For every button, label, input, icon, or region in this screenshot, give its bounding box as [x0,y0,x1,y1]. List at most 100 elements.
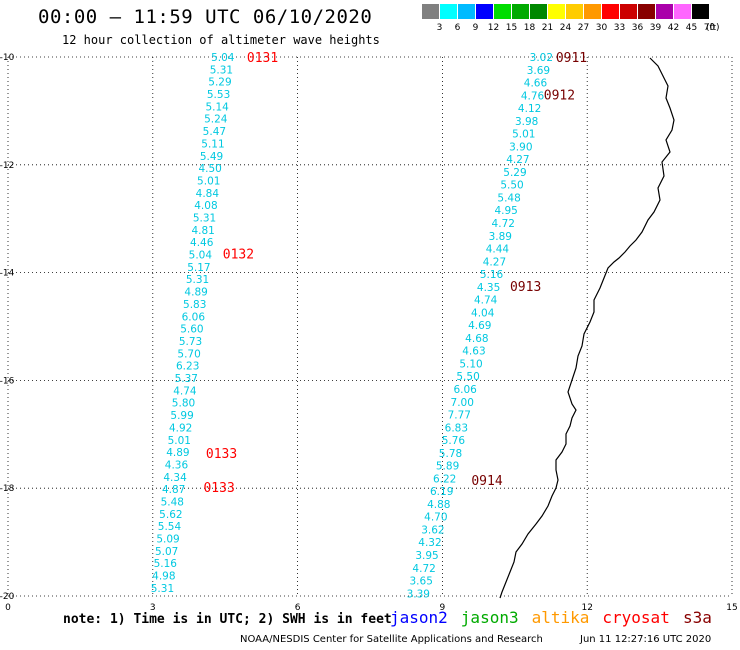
legend-swatch [512,4,529,19]
wave-height-value: 4.74 [474,295,498,307]
wave-height-value: 4.63 [462,346,485,358]
legend-swatch [602,4,619,19]
legend-swatch [692,4,709,19]
wave-height-value: 5.70 [177,348,200,360]
credit-line: NOAA/NESDIS Center for Satellite Applica… [240,634,543,645]
wave-height-value: 7.77 [448,410,471,422]
wave-height-value: 4.70 [424,512,447,524]
legend-swatch [584,4,601,19]
pass-time-label: 0133 [203,481,234,496]
wave-height-value: 5.24 [204,114,228,126]
pass-time-label: 0131 [247,51,278,66]
legend-swatch [494,4,511,19]
wave-height-value: 4.50 [198,163,221,175]
wave-height-value: 4.81 [191,225,214,237]
wave-height-value: 5.47 [203,126,226,138]
wave-height-value: 4.76 [521,90,545,102]
legend-swatch [422,4,439,19]
wave-height-value: 5.78 [439,448,462,460]
footer-note: note: 1) Time is in UTC; 2) SWH is in fe… [63,612,392,627]
pass-time-label: 0132 [223,248,254,263]
wave-height-value: 5.49 [200,151,223,163]
wave-height-value: 5.37 [175,373,198,385]
wave-height-value: 5.01 [197,175,220,187]
legend-label: 24 [559,23,572,33]
satellite-altika: altika [531,608,590,627]
wave-height-value: 5.07 [155,546,178,558]
legend-label: 9 [472,23,479,33]
wave-height-value: 4.12 [518,103,541,115]
wave-height-value: 3.65 [410,576,433,588]
wave-height-value: 5.89 [436,461,459,473]
legend-label: 21 [541,23,554,33]
wave-height-value: 4.08 [194,200,217,212]
legend-label: 18 [523,23,536,33]
pass-time-label: 0912 [544,89,575,104]
wave-height-value: 5.09 [156,534,179,546]
legend-swatch [530,4,547,19]
legend-swatch [620,4,637,19]
wave-height-value: 5.10 [459,358,482,370]
wave-height-value: 3.62 [421,524,444,536]
wave-height-value: 7.00 [451,397,474,409]
wave-height-value: 4.89 [184,287,207,299]
wave-height-value: 6.22 [433,473,456,485]
wave-height-value: 4.44 [486,244,510,256]
wave-height-value: 5.31 [193,213,216,225]
legend-label: 15 [505,23,518,33]
legend-unit: (ft) [706,23,720,33]
legend-label: 6 [454,23,461,33]
altimeter-tracks: 5.045.315.295.535.145.245.475.115.494.50… [151,51,587,600]
legend-label: 70 [703,23,716,33]
wave-height-value: 4.74 [173,385,197,397]
wave-height-value: 6.83 [445,422,468,434]
satellite-jason2: jason2 [390,608,448,627]
wave-height-value: 5.48 [161,496,184,508]
wave-height-value: 6.19 [430,486,453,498]
legend-swatch [458,4,475,19]
wave-height-value: 5.31 [210,64,233,76]
wave-height-value: 5.01 [168,435,191,447]
wave-height-value: 6.23 [176,361,199,373]
legend-swatch [440,4,457,19]
satellite-s3a: s3a [683,608,712,627]
wave-height-value: 4.95 [494,205,517,217]
wave-height-value: 5.50 [456,371,479,383]
x-tick-label: 15 [726,603,737,613]
wave-height-value: 3.39 [407,588,430,600]
pass-time-label: 0914 [471,474,502,489]
wave-height-value: 3.98 [515,116,538,128]
wave-height-value: 5.31 [186,274,209,286]
wave-height-value: 5.14 [205,101,229,113]
wave-height-value: 4.27 [506,154,529,166]
legend-swatch [638,4,655,19]
generated-timestamp: Jun 11 12:27:16 UTC 2020 [580,634,712,645]
pass-time-label: 0911 [556,51,587,66]
wave-height-value: 4.46 [190,237,214,249]
legend-swatch [656,4,673,19]
wave-height-value: 5.76 [442,435,466,447]
wave-height-value: 4.72 [492,218,515,230]
y-tick-label: -18 [0,484,15,494]
legend-swatch [548,4,565,19]
x-tick-label: 12 [581,603,592,613]
legend-swatch [674,4,691,19]
wave-height-value: 5.04 [189,250,213,262]
wave-height-value: 3.02 [530,52,553,64]
wave-height-value: 4.88 [427,499,450,511]
legend-label: 27 [577,23,590,33]
x-tick-label: 3 [150,603,156,613]
x-tick-label: 9 [440,603,446,613]
wave-height-value: 3.69 [527,65,550,77]
y-tick-label: -20 [0,592,15,602]
satellite-jason3: jason3 [460,608,519,627]
wave-height-value: 4.34 [163,472,187,484]
map-subtitle: 12 hour collection of altimeter wave hei… [62,33,380,47]
wave-height-value: 5.80 [172,398,195,410]
wave-height-value: 5.01 [512,129,535,141]
wave-height-value: 3.90 [509,141,532,153]
wave-height-value: 5.04 [211,52,235,64]
wave-height-value: 5.62 [159,509,182,521]
legend-label: 39 [649,23,662,33]
wave-height-value: 5.48 [497,192,520,204]
